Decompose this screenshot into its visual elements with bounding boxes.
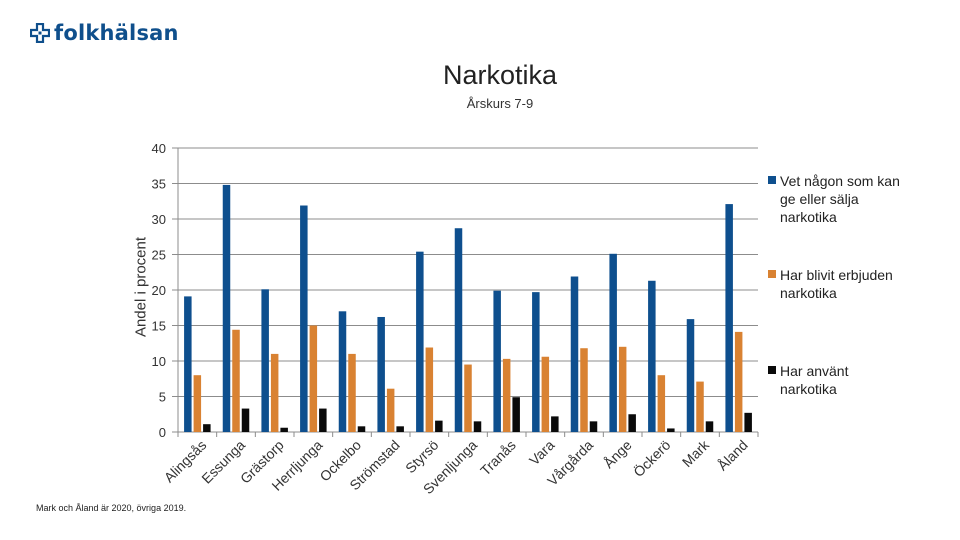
bar-Herrljunga-series-3 bbox=[319, 408, 327, 432]
y-tick-label: 0 bbox=[159, 425, 166, 440]
bar-Strömstad-series-1 bbox=[377, 316, 385, 432]
brand-logo: folkhälsan bbox=[30, 20, 179, 46]
bar-Svenljunga-series-3 bbox=[473, 421, 482, 432]
bar-Grästorp-series-1 bbox=[261, 289, 269, 432]
bar-Åland-series-2 bbox=[734, 331, 743, 432]
bar-Vårgårda-series-3 bbox=[589, 421, 598, 432]
legend-swatch bbox=[768, 366, 776, 374]
legend-item: Vet någon som kan ge eller sälja narkoti… bbox=[768, 172, 906, 226]
bar-Strömstad-series-2 bbox=[386, 388, 395, 432]
bar-Ockelbo-series-3 bbox=[357, 426, 366, 432]
x-tick-label: Åland bbox=[714, 437, 751, 474]
bar-Öckerö-series-2 bbox=[657, 375, 666, 432]
bar-Tranås-series-3 bbox=[512, 397, 520, 432]
bar-Ockelbo-series-2 bbox=[348, 353, 356, 432]
bar-Svenljunga-series-1 bbox=[454, 228, 463, 432]
bar-Tranås-series-1 bbox=[493, 290, 501, 432]
y-tick-label: 5 bbox=[159, 390, 166, 405]
bar-Grästorp-series-2 bbox=[270, 353, 279, 432]
legend-swatch bbox=[768, 270, 776, 278]
bar-Vårgårda-series-2 bbox=[580, 348, 588, 432]
bar-Herrljunga-series-2 bbox=[309, 325, 318, 432]
bar-Ockelbo-series-1 bbox=[338, 311, 347, 432]
bar-Vårgårda-series-1 bbox=[570, 276, 579, 432]
legend-label: Har använt narkotika bbox=[780, 363, 849, 397]
bar-Essunga-series-3 bbox=[241, 408, 250, 432]
bar-Åland-series-3 bbox=[744, 412, 752, 432]
legend-label: Har blivit erbjuden narkotika bbox=[780, 267, 893, 301]
bar-Essunga-series-2 bbox=[232, 329, 240, 432]
bar-Alingsås-series-2 bbox=[193, 375, 202, 432]
bar-Åland-series-1 bbox=[725, 204, 733, 432]
y-tick-label: 20 bbox=[152, 283, 166, 298]
y-tick-label: 35 bbox=[152, 177, 166, 192]
chart-subtitle: Årskurs 7-9 bbox=[466, 96, 534, 111]
legend-label: Vet någon som kan ge eller sälja narkoti… bbox=[780, 173, 900, 225]
bar-Öckerö-series-1 bbox=[648, 280, 656, 432]
x-tick-label: Öckerö bbox=[630, 436, 674, 480]
brand-name: folkhälsan bbox=[54, 21, 179, 45]
bar-Vara-series-3 bbox=[551, 416, 559, 432]
y-tick-label: 30 bbox=[152, 212, 166, 227]
legend-item: Har blivit erbjuden narkotika bbox=[768, 266, 906, 302]
y-tick-label: 10 bbox=[152, 354, 166, 369]
bar-Alingsås-series-3 bbox=[203, 424, 211, 432]
bar-Vara-series-2 bbox=[541, 356, 550, 432]
x-tick-label: Ånge bbox=[600, 437, 635, 472]
bar-Grästorp-series-3 bbox=[280, 427, 288, 432]
bar-Ånge-series-2 bbox=[618, 346, 627, 432]
x-tick-label: Vara bbox=[526, 437, 558, 469]
legend-item: Har använt narkotika bbox=[768, 362, 906, 398]
bar-Essunga-series-1 bbox=[222, 184, 231, 432]
bar-Ånge-series-3 bbox=[628, 414, 636, 432]
legend-swatch bbox=[768, 176, 776, 184]
x-tick-label: Mark bbox=[679, 436, 713, 470]
bar-Mark-series-1 bbox=[686, 319, 695, 432]
folkhalsan-cross-icon bbox=[30, 23, 50, 43]
bar-Herrljunga-series-1 bbox=[300, 205, 308, 432]
bar-Styrsö-series-3 bbox=[435, 420, 443, 432]
bar-Styrsö-series-2 bbox=[425, 347, 434, 432]
chart-title: Narkotika bbox=[442, 60, 558, 90]
footnote: Mark och Åland är 2020, övriga 2019. bbox=[36, 503, 187, 513]
bar-Öckerö-series-3 bbox=[667, 428, 675, 432]
x-tick-label: Tranås bbox=[477, 437, 519, 479]
bar-Strömstad-series-3 bbox=[396, 426, 404, 432]
bar-Alingsås-series-1 bbox=[184, 296, 192, 432]
y-tick-label: 40 bbox=[152, 141, 166, 156]
bar-Tranås-series-2 bbox=[502, 358, 511, 432]
bar-Vara-series-1 bbox=[532, 292, 540, 432]
bar-Mark-series-2 bbox=[696, 381, 704, 432]
bar-Mark-series-3 bbox=[705, 421, 714, 432]
y-tick-label: 15 bbox=[152, 319, 166, 334]
bar-Ånge-series-1 bbox=[609, 253, 617, 432]
y-tick-label: 25 bbox=[152, 248, 166, 263]
bar-Svenljunga-series-2 bbox=[464, 364, 472, 432]
bar-Styrsö-series-1 bbox=[416, 251, 424, 432]
